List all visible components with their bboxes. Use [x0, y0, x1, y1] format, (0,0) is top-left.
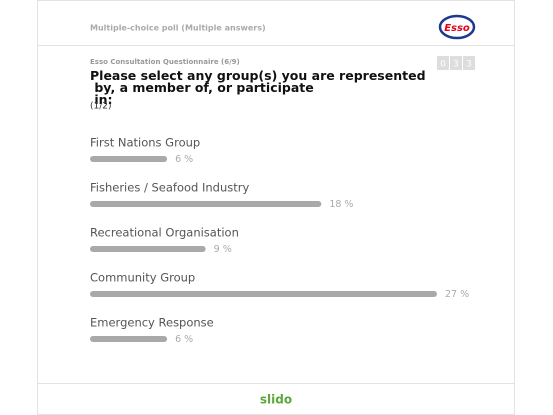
logo: Esso [444, 23, 470, 34]
counter-box [463, 56, 475, 70]
option-label: Community Group [90, 271, 195, 285]
counter-box [450, 56, 462, 70]
value-label: 9 % [214, 244, 232, 255]
value-label: 6 % [175, 154, 193, 165]
counter-digit: 3 [453, 60, 459, 70]
option-label: Emergency Response [90, 316, 214, 330]
bar [90, 201, 322, 207]
poll-type: Multiple-choice poll (Multiple answers) [90, 24, 266, 33]
bar [90, 156, 168, 162]
question-kicker: Esso Consultation Questionnaire (6/9) [90, 58, 240, 66]
question-text: Please select any group(s) you are repre… [90, 68, 426, 107]
counter-digit: 3 [466, 60, 472, 70]
counter-box [437, 56, 449, 70]
option-label: Fisheries / Seafood Industry [90, 181, 249, 195]
option-label: First Nations Group [90, 136, 200, 150]
option-label: Recreational Organisation [90, 226, 239, 240]
logo-ring [438, 14, 476, 40]
bar [90, 291, 437, 297]
value-label: 18 % [329, 199, 353, 210]
value-label: 6 % [175, 334, 193, 345]
counter-digit: 0 [440, 60, 446, 70]
bar [90, 246, 206, 252]
brand: slido [260, 393, 292, 407]
bar [90, 336, 168, 342]
value-label: 27 % [445, 289, 469, 300]
question-page: (1/2) [90, 102, 112, 112]
card [37, 0, 515, 415]
